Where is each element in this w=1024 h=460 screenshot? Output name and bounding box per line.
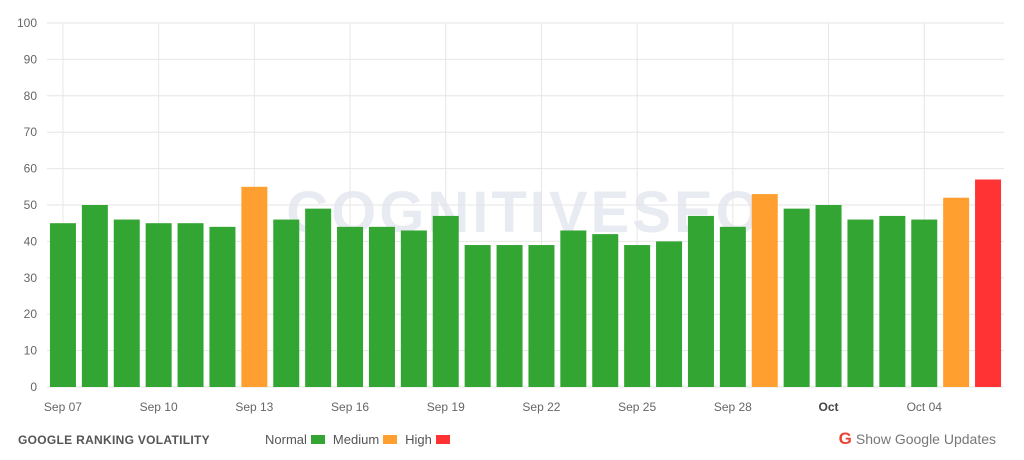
bar-normal[interactable] (464, 245, 491, 387)
y-tick-label: 40 (24, 234, 38, 248)
y-tick-label: 30 (24, 271, 38, 285)
bar-normal[interactable] (911, 219, 938, 387)
legend-swatch (435, 435, 450, 444)
x-tick-label: Sep 13 (235, 400, 273, 414)
bar-normal[interactable] (592, 234, 619, 387)
bar-normal[interactable] (337, 226, 364, 387)
bar-normal[interactable] (656, 241, 683, 387)
x-tick-label: Oct 04 (907, 400, 943, 414)
y-tick-label: 60 (24, 162, 38, 176)
x-tick-label: Sep 25 (618, 400, 656, 414)
bar-high[interactable] (975, 179, 1002, 387)
x-tick-label: Sep 19 (427, 400, 465, 414)
y-tick-label: 50 (24, 198, 38, 212)
bar-normal[interactable] (113, 219, 140, 387)
x-axis: Sep 07 Sep 10 Sep 13 Sep 16 Sep 19 Sep 22 Sep … (44, 400, 942, 414)
bar-normal[interactable] (145, 223, 172, 387)
bar-normal[interactable] (687, 215, 714, 387)
x-tick-label: Sep 22 (522, 400, 560, 414)
bar-normal[interactable] (49, 223, 76, 387)
legend-label: Normal (265, 432, 307, 447)
bar-medium[interactable] (943, 197, 970, 387)
bar-normal[interactable] (81, 205, 108, 387)
bar-medium[interactable] (241, 186, 268, 387)
bar-normal[interactable] (432, 215, 459, 387)
legend-swatch (310, 435, 325, 444)
legend-item-medium[interactable]: Medium (332, 432, 398, 447)
x-tick-label: Oct (819, 400, 839, 414)
google-g-icon: G (838, 429, 852, 448)
bar-normal[interactable] (305, 208, 332, 387)
y-tick-label: 0 (30, 380, 37, 394)
x-tick-label: Sep 16 (331, 400, 369, 414)
bar-normal[interactable] (879, 215, 906, 387)
bar-normal[interactable] (560, 230, 587, 387)
y-tick-label: 100 (17, 16, 37, 30)
bar-normal[interactable] (496, 245, 523, 387)
bars (49, 179, 1002, 387)
y-tick-label: 20 (24, 307, 38, 321)
show-google-updates-button[interactable]: G Show Google Updates (839, 429, 996, 449)
legend-label: Medium (332, 432, 380, 447)
legend-item-high[interactable]: High (405, 432, 450, 447)
legend-swatch (383, 435, 398, 444)
watermark: COGNITIVESEO (286, 180, 764, 245)
bar-normal[interactable] (624, 245, 651, 387)
y-axis: 0 10 20 30 40 50 60 70 80 90 100 (17, 16, 37, 394)
bar-normal[interactable] (528, 245, 555, 387)
bar-normal[interactable] (815, 205, 842, 387)
y-tick-label: 10 (24, 344, 38, 358)
show-google-updates-label: Show Google Updates (855, 431, 996, 447)
x-tick-label: Sep 28 (714, 400, 752, 414)
legend-label: High (405, 432, 432, 447)
volatility-chart: COGNITIVESEO 0 10 20 30 40 50 60 70 80 90 100 Sep … (17, 16, 1004, 414)
bar-medium[interactable] (751, 194, 778, 387)
legend-item-normal[interactable]: Normal (265, 432, 325, 447)
bar-normal[interactable] (847, 219, 874, 387)
chart-footer: GOOGLE RANKING VOLATILITY Normal Medium Hi… (0, 425, 1024, 455)
y-tick-label: 70 (24, 125, 38, 139)
bar-normal[interactable] (783, 208, 810, 387)
chart-footer-title: GOOGLE RANKING VOLATILITY (18, 433, 210, 447)
bar-normal[interactable] (400, 230, 427, 387)
bar-normal[interactable] (719, 226, 746, 387)
x-tick-label: Sep 10 (140, 400, 178, 414)
bar-normal[interactable] (209, 226, 236, 387)
legend: Normal Medium High (265, 432, 458, 447)
y-tick-label: 90 (24, 52, 38, 66)
bar-normal[interactable] (368, 226, 395, 387)
y-tick-label: 80 (24, 89, 38, 103)
bar-normal[interactable] (273, 219, 300, 387)
bar-normal[interactable] (177, 223, 204, 387)
x-tick-label: Sep 07 (44, 400, 82, 414)
